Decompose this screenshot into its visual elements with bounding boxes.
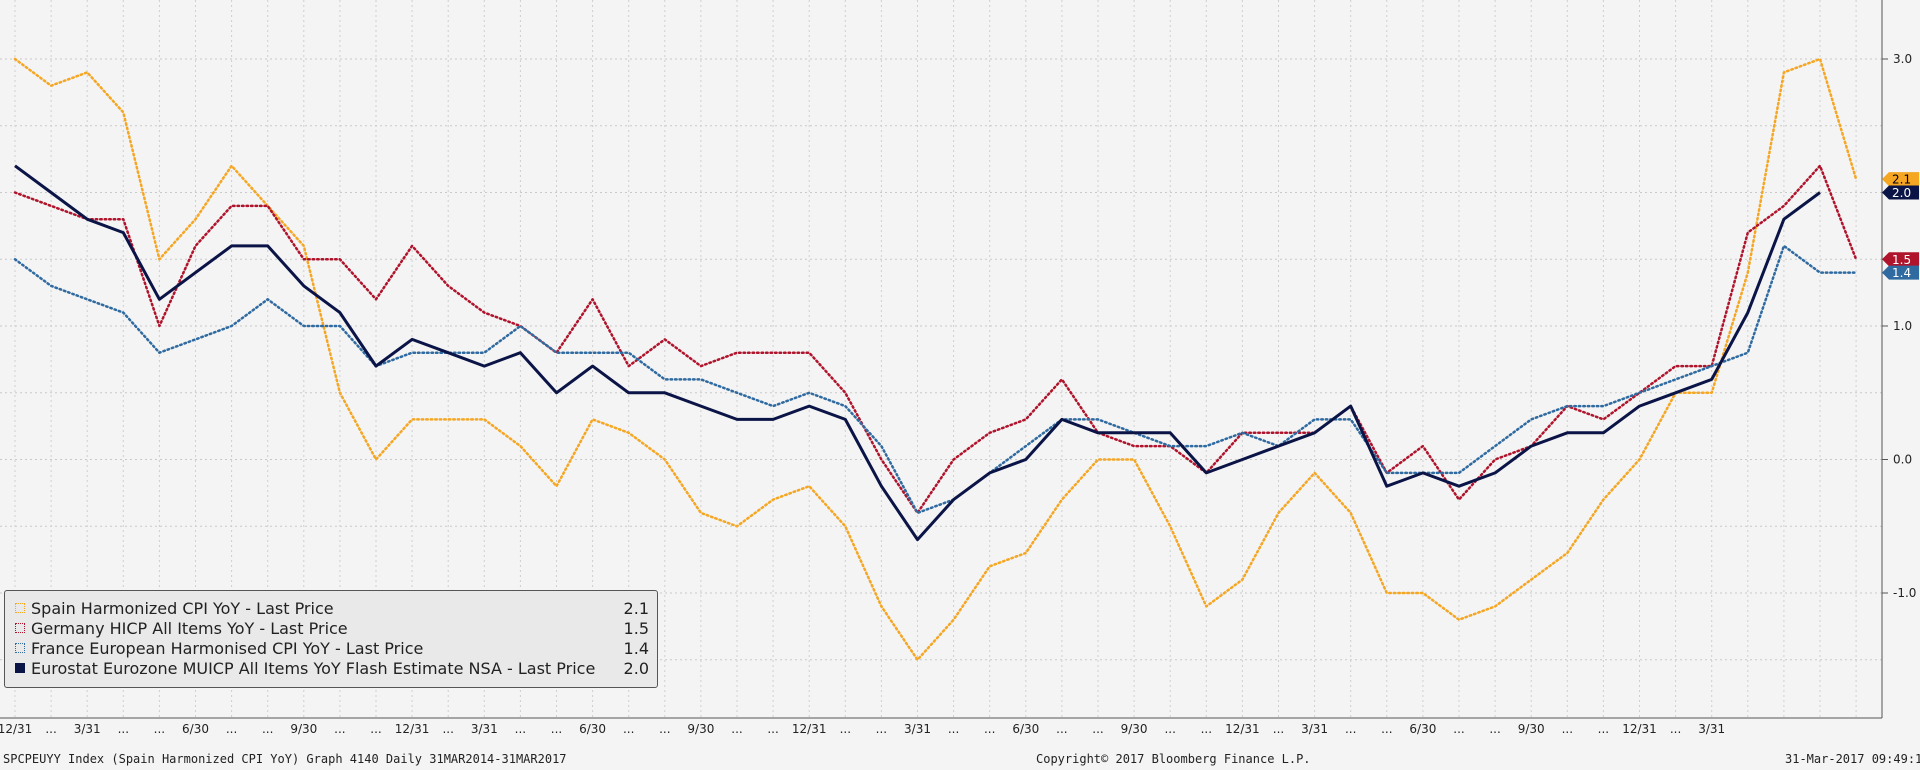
legend-swatch-france	[15, 643, 25, 653]
x-tick-label: 9/30	[1121, 722, 1148, 736]
x-tick-label: ...	[1092, 722, 1103, 736]
x-tick-label: ...	[1670, 722, 1681, 736]
last-value-tag-1: 1.5	[1882, 252, 1919, 267]
legend-value: 1.4	[623, 638, 649, 658]
x-tick-label: ...	[1453, 722, 1464, 736]
legend-item-eurozone: Eurostat Eurozone MUICP All Items YoY Fl…	[15, 658, 649, 678]
legend-swatch-eurozone	[15, 663, 25, 673]
x-tick-label: ...	[262, 722, 273, 736]
x-tick-label: 9/30	[1518, 722, 1545, 736]
series-line-0	[13, 57, 1858, 662]
x-tick-label: ...	[442, 722, 453, 736]
x-tick-label: 6/30	[1012, 722, 1039, 736]
legend-label: France European Harmonised CPI YoY - Las…	[31, 638, 424, 658]
x-tick-label: 12/31	[792, 722, 827, 736]
x-tick-label: ...	[1056, 722, 1067, 736]
x-tick-label: ...	[1562, 722, 1573, 736]
footer-source: SPCPEUYY Index (Spain Harmonized CPI YoY…	[3, 752, 567, 766]
legend-item-germany: Germany HICP All Items YoY - Last Price …	[15, 618, 649, 638]
x-tick-label: 3/31	[904, 722, 931, 736]
x-tick-label: ...	[1598, 722, 1609, 736]
x-tick-label: 9/30	[687, 722, 714, 736]
footer-copyright: Copyright© 2017 Bloomberg Finance L.P.	[1036, 752, 1311, 766]
last-value-tag-box	[1882, 185, 1919, 200]
grid-lines	[0, 0, 1882, 718]
axes: 3.0 1.0 0.0 -1.0 12/31... 3/31...... 6/30.....…	[0, 0, 1916, 736]
x-tick-label: ...	[659, 722, 670, 736]
x-tick-label: 6/30	[579, 722, 606, 736]
x-tick-label: 12/31	[0, 722, 32, 736]
x-tick-label: ...	[118, 722, 129, 736]
y-tick-label: 0.0	[1893, 453, 1912, 467]
legend-value: 1.5	[623, 618, 649, 638]
last-value-tags: 2.1 1.51.4 2.0	[1882, 172, 1919, 280]
x-tick-label: 12/31	[1622, 722, 1657, 736]
x-tick-label: ...	[1201, 722, 1212, 736]
legend-swatch-germany	[15, 623, 25, 633]
x-tick-label: ...	[226, 722, 237, 736]
last-value-tag-2: 1.4	[1882, 265, 1919, 280]
x-tick-label: ...	[334, 722, 345, 736]
last-value-tag-label: 2.1	[1892, 173, 1911, 187]
legend-label: Germany HICP All Items YoY - Last Price	[31, 618, 348, 638]
data-series	[13, 57, 1858, 662]
chart-legend: Spain Harmonized CPI YoY - Last Price 2.…	[4, 590, 658, 688]
x-tick-label: 12/31	[1225, 722, 1260, 736]
last-value-tag-label: 1.5	[1892, 253, 1911, 267]
legend-swatch-spain	[15, 603, 25, 613]
x-tick-label: ...	[731, 722, 742, 736]
x-tick-label: 3/31	[74, 722, 101, 736]
x-tick-label: 6/30	[182, 722, 209, 736]
x-tick-label: ...	[370, 722, 381, 736]
last-value-tag-3: 2.0	[1882, 185, 1919, 200]
x-tick-label: ...	[876, 722, 887, 736]
x-tick-label: ...	[515, 722, 526, 736]
x-tick-label: ...	[767, 722, 778, 736]
legend-item-spain: Spain Harmonized CPI YoY - Last Price 2.…	[15, 598, 649, 618]
x-tick-label: ...	[948, 722, 959, 736]
legend-value: 2.0	[623, 658, 649, 678]
last-value-tag-label: 2.0	[1892, 186, 1911, 200]
footer-timestamp: 31-Mar-2017 09:49:13	[1785, 752, 1920, 766]
last-value-tag-box	[1882, 252, 1919, 267]
last-value-tag-box	[1882, 265, 1919, 280]
x-tick-label: ...	[840, 722, 851, 736]
legend-label: Eurostat Eurozone MUICP All Items YoY Fl…	[31, 658, 596, 678]
legend-label: Spain Harmonized CPI YoY - Last Price	[31, 598, 334, 618]
y-tick-label: 1.0	[1893, 319, 1912, 333]
y-tick-label: 3.0	[1893, 52, 1912, 66]
x-tick-label: 6/30	[1409, 722, 1436, 736]
x-tick-label: ...	[1164, 722, 1175, 736]
x-tick-label: ...	[45, 722, 56, 736]
x-tick-label: ...	[551, 722, 562, 736]
x-tick-label: ...	[984, 722, 995, 736]
x-tick-label: ...	[154, 722, 165, 736]
x-tick-label: 3/31	[471, 722, 498, 736]
x-tick-label: 3/31	[1698, 722, 1725, 736]
last-value-tag-label: 1.4	[1892, 266, 1911, 280]
x-tick-label: ...	[1381, 722, 1392, 736]
series-line-2	[13, 244, 1858, 515]
y-tick-label: -1.0	[1893, 586, 1916, 600]
x-tick-label: ...	[1489, 722, 1500, 736]
series-line-3	[14, 164, 1821, 542]
x-tick-label: 12/31	[395, 722, 430, 736]
x-tick-label: 9/30	[290, 722, 317, 736]
legend-item-france: France European Harmonised CPI YoY - Las…	[15, 638, 649, 658]
last-value-tag-box	[1882, 172, 1919, 187]
x-tick-label: ...	[1345, 722, 1356, 736]
x-tick-label: ...	[623, 722, 634, 736]
series-line-1	[13, 164, 1858, 515]
legend-value: 2.1	[623, 598, 649, 618]
x-tick-label: ...	[1273, 722, 1284, 736]
x-tick-label: 3/31	[1301, 722, 1328, 736]
last-value-tag-0: 2.1	[1882, 172, 1919, 187]
